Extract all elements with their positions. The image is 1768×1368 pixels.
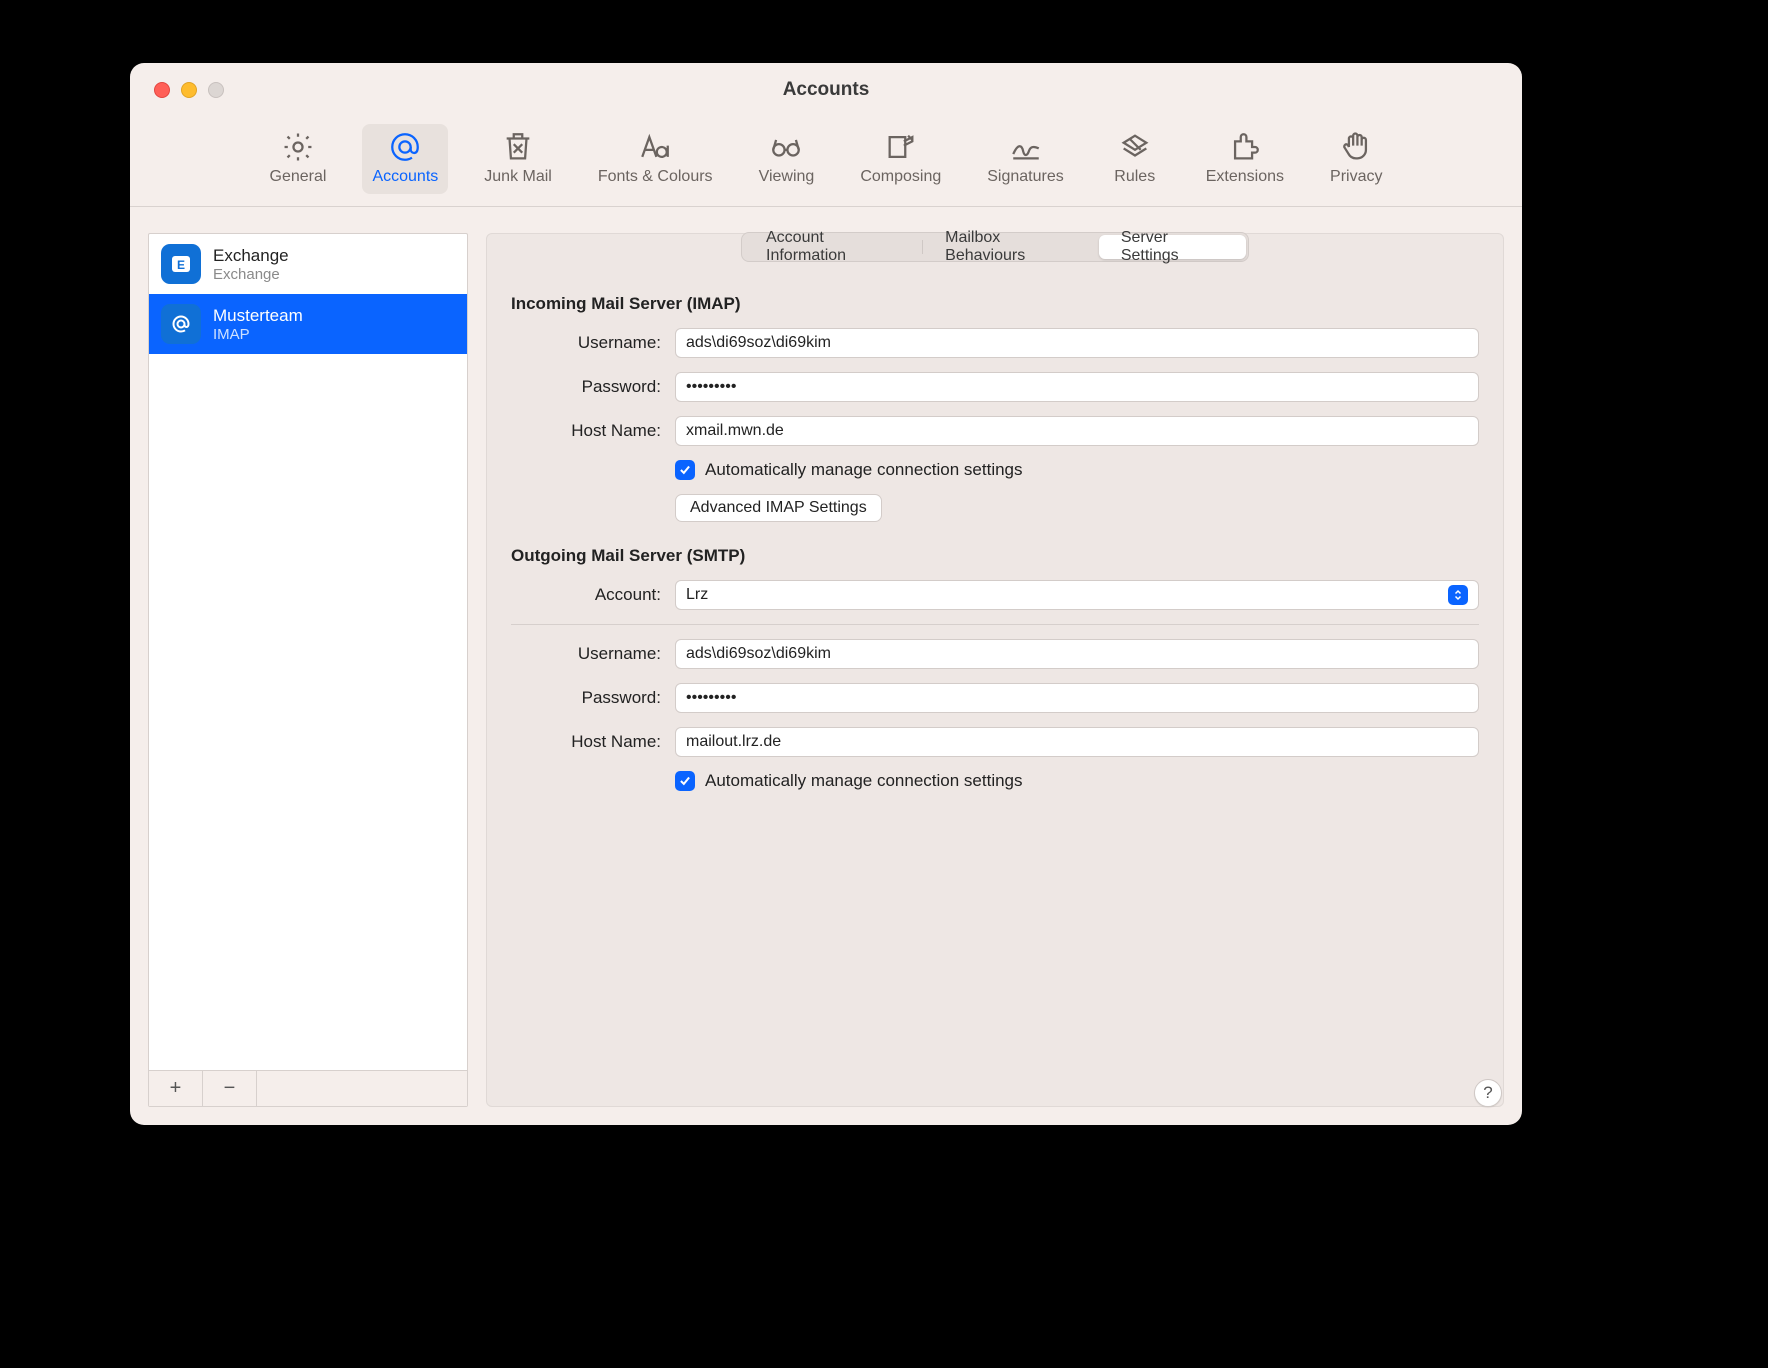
compose-icon	[884, 130, 918, 164]
fonts-icon	[638, 130, 672, 164]
divider	[511, 624, 1479, 625]
advanced-imap-button[interactable]: Advanced IMAP Settings	[675, 494, 882, 522]
sidebar-footer: + −	[149, 1070, 467, 1106]
incoming-heading: Incoming Mail Server (IMAP)	[511, 294, 1479, 314]
at-icon	[388, 130, 422, 164]
traffic-lights	[130, 82, 224, 98]
outgoing-account-value: Lrz	[686, 586, 708, 604]
toolbar-label: Accounts	[372, 168, 438, 186]
outgoing-password-label: Password:	[511, 688, 661, 708]
incoming-password-label: Password:	[511, 377, 661, 397]
accounts-list: E Exchange Exchange Musterteam IMAP	[149, 234, 467, 1070]
toolbar-extensions[interactable]: Extensions	[1196, 124, 1294, 194]
window-title: Accounts	[130, 79, 1522, 101]
outgoing-username-input[interactable]	[675, 639, 1479, 669]
exchange-icon: E	[161, 244, 201, 284]
server-settings-form: Incoming Mail Server (IMAP) Username: Pa…	[511, 294, 1479, 791]
help-button[interactable]: ?	[1474, 1079, 1502, 1107]
toolbar-composing[interactable]: Composing	[850, 124, 951, 194]
account-subtype: Exchange	[213, 266, 289, 283]
toolbar-label: Fonts & Colours	[598, 168, 713, 186]
account-subtype: IMAP	[213, 326, 303, 343]
preferences-window: Accounts General Accounts Junk Mail Font…	[130, 63, 1522, 1125]
incoming-password-input[interactable]	[675, 372, 1479, 402]
toolbar-fonts[interactable]: Fonts & Colours	[588, 124, 723, 194]
incoming-host-label: Host Name:	[511, 421, 661, 441]
gear-icon	[281, 130, 315, 164]
add-account-button[interactable]: +	[149, 1071, 203, 1106]
tab-mailbox-behaviours[interactable]: Mailbox Behaviours	[923, 235, 1099, 259]
incoming-username-label: Username:	[511, 333, 661, 353]
content-body: E Exchange Exchange Musterteam IMAP	[130, 207, 1522, 1125]
toolbar-label: Composing	[860, 168, 941, 186]
titlebar: Accounts	[130, 63, 1522, 117]
toolbar-label: Signatures	[987, 168, 1064, 186]
incoming-host-input[interactable]	[675, 416, 1479, 446]
toolbar-junk[interactable]: Junk Mail	[474, 124, 562, 194]
account-item-exchange[interactable]: E Exchange Exchange	[149, 234, 467, 294]
puzzle-icon	[1228, 130, 1262, 164]
toolbar-label: General	[270, 168, 327, 186]
at-account-icon	[161, 304, 201, 344]
settings-panel: Account Information Mailbox Behaviours S…	[486, 233, 1504, 1107]
toolbar-signatures[interactable]: Signatures	[977, 124, 1074, 194]
sidebar-footer-spacer	[257, 1071, 467, 1106]
outgoing-auto-label: Automatically manage connection settings	[705, 771, 1023, 791]
toolbar-rules[interactable]: Rules	[1100, 124, 1170, 194]
outgoing-password-input[interactable]	[675, 683, 1479, 713]
outgoing-host-label: Host Name:	[511, 732, 661, 752]
minimize-window-button[interactable]	[181, 82, 197, 98]
preferences-toolbar: General Accounts Junk Mail Fonts & Colou…	[130, 117, 1522, 207]
outgoing-username-label: Username:	[511, 644, 661, 664]
outgoing-account-label: Account:	[511, 585, 661, 605]
svg-text:E: E	[177, 258, 185, 272]
account-name: Exchange	[213, 246, 289, 266]
account-item-musterteam[interactable]: Musterteam IMAP	[149, 294, 467, 354]
chevron-updown-icon	[1448, 585, 1468, 605]
tab-account-information[interactable]: Account Information	[744, 235, 922, 259]
toolbar-label: Junk Mail	[484, 168, 552, 186]
toolbar-general[interactable]: General	[260, 124, 337, 194]
account-name: Musterteam	[213, 306, 303, 326]
zoom-window-button[interactable]	[208, 82, 224, 98]
tab-server-settings[interactable]: Server Settings	[1099, 235, 1246, 259]
close-window-button[interactable]	[154, 82, 170, 98]
signature-icon	[1009, 130, 1043, 164]
hand-icon	[1339, 130, 1373, 164]
glasses-icon	[769, 130, 803, 164]
toolbar-label: Rules	[1114, 168, 1155, 186]
outgoing-host-input[interactable]	[675, 727, 1479, 757]
rules-icon	[1118, 130, 1152, 164]
outgoing-heading: Outgoing Mail Server (SMTP)	[511, 546, 1479, 566]
toolbar-label: Extensions	[1206, 168, 1284, 186]
section-tabs: Account Information Mailbox Behaviours S…	[741, 232, 1249, 262]
trash-icon	[501, 130, 535, 164]
remove-account-button[interactable]: −	[203, 1071, 257, 1106]
toolbar-label: Privacy	[1330, 168, 1382, 186]
outgoing-auto-checkbox[interactable]	[675, 771, 695, 791]
incoming-username-input[interactable]	[675, 328, 1479, 358]
incoming-auto-checkbox[interactable]	[675, 460, 695, 480]
incoming-auto-label: Automatically manage connection settings	[705, 460, 1023, 480]
toolbar-accounts[interactable]: Accounts	[362, 124, 448, 194]
outgoing-account-select[interactable]: Lrz	[675, 580, 1479, 610]
toolbar-privacy[interactable]: Privacy	[1320, 124, 1392, 194]
accounts-sidebar: E Exchange Exchange Musterteam IMAP	[148, 233, 468, 1107]
toolbar-viewing[interactable]: Viewing	[749, 124, 825, 194]
toolbar-label: Viewing	[759, 168, 815, 186]
